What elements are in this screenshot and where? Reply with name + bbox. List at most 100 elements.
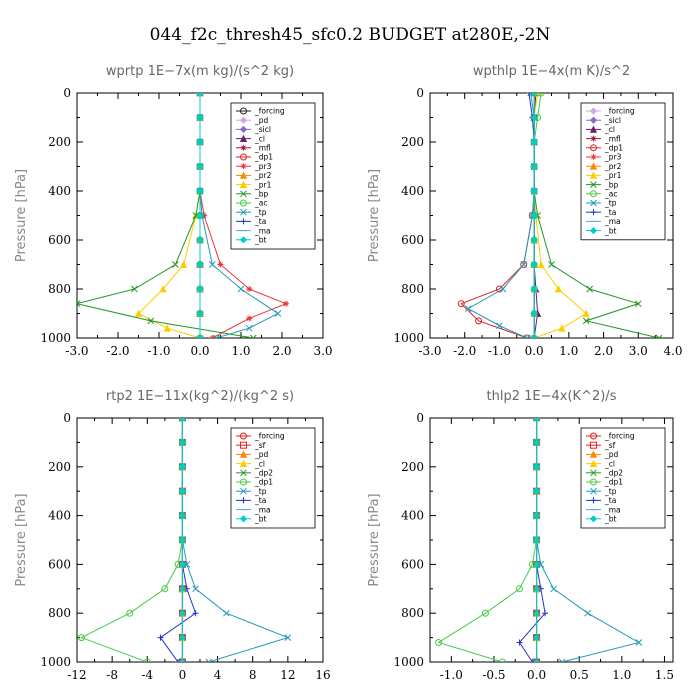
data-point: [533, 585, 541, 593]
legend-entry: _dp2: [604, 469, 623, 478]
series-line: [518, 418, 546, 662]
x-tick-label: -1.0: [147, 344, 170, 358]
data-point: [542, 610, 549, 617]
legend-swatch-marker: [239, 171, 248, 179]
legend-entry: _dp1: [254, 153, 273, 162]
data-point: [554, 285, 563, 293]
y-tick-label: 800: [401, 606, 424, 620]
legend-entry: _tp: [254, 208, 267, 217]
legend-swatch-marker: [590, 209, 597, 216]
y-tick-label: 200: [48, 460, 71, 474]
series-line: [80, 418, 183, 662]
data-point: [178, 536, 186, 544]
data-point: [533, 634, 541, 642]
legend-entry: _bt: [604, 226, 617, 235]
legend-entry: _ac: [254, 199, 267, 208]
legend-swatch-marker: [589, 227, 598, 235]
legend-swatch-marker: [589, 116, 598, 124]
data-point: [179, 418, 186, 422]
legend-swatch-marker: [240, 190, 247, 198]
data-point: [537, 561, 545, 568]
legend-entry: _ac: [604, 190, 617, 199]
x-tick-label: 3.0: [313, 344, 332, 358]
data-point: [530, 285, 538, 293]
data-point: [175, 659, 182, 662]
series-line: [467, 93, 535, 338]
y-tick-label: 0: [63, 86, 71, 100]
panels-group: wprtp 1E−7x(m kg)/(s^2 kg) Pressure [hPa]…: [14, 64, 683, 682]
data-point: [516, 585, 524, 593]
data-point: [481, 609, 489, 617]
legend-swatch-marker: [590, 135, 597, 142]
chart-panel-4: thlp2 1E−4x(K^2)/s Pressure [hPa] -1.0 -0.5…: [367, 389, 674, 682]
data-point: [558, 324, 566, 332]
legend-entry: _ma: [254, 505, 271, 514]
legend-entry: _pr2: [604, 162, 622, 171]
series-group: [77, 418, 292, 662]
data-point: [530, 236, 538, 244]
x-tick-label: 4.0: [663, 344, 682, 358]
legend-entry: _ma: [254, 226, 271, 235]
legend-swatch-marker: [240, 208, 247, 216]
data-point: [582, 317, 590, 325]
data-point: [533, 609, 541, 617]
legend-entry: _cl: [604, 125, 615, 134]
legend-swatch-marker: [590, 199, 597, 207]
data-point: [530, 334, 538, 338]
x-tick-label: 3.0: [629, 344, 648, 358]
y-tick-label: 800: [48, 606, 71, 620]
panel-title: thlp2 1E−4x(K^2)/s: [487, 389, 617, 404]
data-point: [143, 658, 151, 662]
legend-entry: _cl: [254, 134, 265, 143]
data-point: [550, 585, 557, 593]
panel-title: rtp2 1E−11x(kg^2)/(kg^2 s): [106, 389, 294, 404]
x-tick-label: 1.0: [231, 344, 250, 358]
data-point: [161, 585, 169, 593]
data-point: [196, 162, 204, 171]
data-point: [525, 93, 532, 96]
legend-swatch-marker: [590, 478, 597, 486]
y-tick-label: 0: [416, 86, 424, 100]
y-tick-label: 600: [401, 233, 424, 247]
x-tick-label: 2.0: [272, 344, 291, 358]
legend-entry: _mfl: [604, 134, 621, 143]
legend-swatch-marker: [590, 432, 597, 440]
legend-swatch-marker: [240, 163, 247, 170]
legend-entry: _pd: [604, 450, 619, 459]
data-point: [157, 634, 164, 641]
legend-swatch-marker: [240, 478, 247, 486]
y-tick-label: 1000: [393, 655, 424, 669]
legend-entry: _sicl: [254, 125, 271, 134]
data-point: [530, 93, 538, 97]
x-tick-label: 12: [280, 668, 295, 682]
legend-swatch-marker: [590, 154, 597, 160]
data-point: [196, 187, 204, 195]
legend-entry: _pr1: [254, 180, 272, 189]
x-tick-label: -4: [141, 668, 153, 682]
data-point: [179, 260, 188, 268]
legend-entry: _forcing: [254, 107, 285, 116]
legend: _forcing_sicl_cl_mfl_dp1_pr3_pr2_pr1_bp_…: [580, 102, 666, 241]
data-point: [523, 334, 531, 338]
legend-entry: _ma: [604, 217, 621, 226]
y-tick-label: 400: [48, 509, 71, 523]
legend-swatch-marker: [240, 441, 247, 449]
panel-title: wpthlp 1E−4x(m K)/s^2: [473, 64, 630, 79]
x-tick-label: 0.0: [525, 344, 544, 358]
y-axis-label: Pressure [hPa]: [367, 493, 382, 586]
legend-swatch-marker: [590, 487, 597, 495]
data-point: [192, 610, 199, 617]
y-axis-label: Pressure [hPa]: [14, 169, 29, 262]
data-point: [533, 438, 541, 446]
panel-title: wprtp 1E−7x(m kg)/(s^2 kg): [106, 64, 294, 79]
data-point: [246, 315, 253, 322]
data-point: [77, 300, 81, 308]
legend-swatch-marker: [589, 450, 598, 458]
data-point: [283, 300, 290, 307]
y-tick-label: 400: [401, 184, 424, 198]
series-group: [435, 418, 643, 662]
legend-entry: _tp: [254, 487, 267, 496]
legend-entry: _forcing: [604, 107, 635, 116]
